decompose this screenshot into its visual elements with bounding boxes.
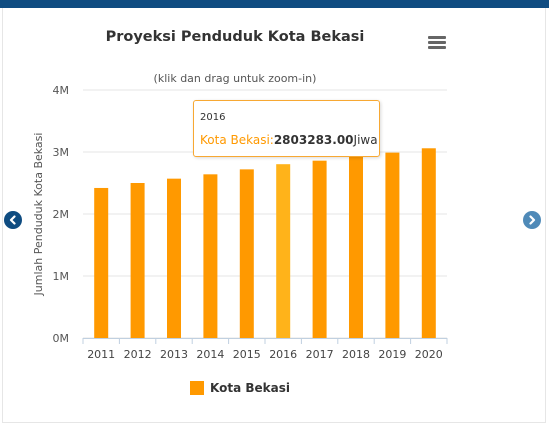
- y-tick-label: 1M: [53, 270, 70, 283]
- chart-menu-button[interactable]: [424, 34, 450, 54]
- x-tick-label: 2019: [378, 348, 406, 361]
- y-tick-label: 0M: [53, 332, 70, 345]
- next-slide-button[interactable]: [523, 211, 541, 229]
- x-tick-label: 2013: [160, 348, 188, 361]
- tooltip-value: 2803283.00: [273, 133, 354, 147]
- x-tick-label: 2020: [415, 348, 443, 361]
- bar-2018: [349, 156, 363, 338]
- chevron-right-icon: [529, 215, 536, 225]
- bar-2017: [312, 160, 327, 338]
- tooltip-header: 2016: [200, 112, 226, 123]
- y-tick-label: 3M: [53, 146, 70, 159]
- x-tick-label: 2014: [196, 348, 224, 361]
- chart-title: Proyeksi Penduduk Kota Bekasi: [105, 29, 365, 45]
- chart-subtitle: (klik dan drag untuk zoom-in): [153, 72, 317, 85]
- chevron-left-icon: [9, 215, 16, 225]
- bar-2019: [385, 152, 400, 338]
- chart-tooltip: 2016 Kota Bekasi:2803283.00Jiwa: [193, 100, 380, 157]
- x-tick-label: 2015: [233, 348, 261, 361]
- legend-label: Kota Bekasi: [210, 381, 290, 395]
- bar-2013: [167, 178, 181, 338]
- bar-2020: [421, 148, 436, 338]
- y-tick-label: 4M: [53, 84, 70, 97]
- x-tick-label: 2017: [306, 348, 334, 361]
- hamburger-menu-icon: [428, 36, 446, 39]
- x-tick-label: 2012: [124, 348, 152, 361]
- bar-2014: [203, 174, 218, 338]
- legend-swatch: [190, 381, 204, 395]
- tooltip-body: Kota Bekasi:2803283.00Jiwa: [200, 133, 378, 147]
- bar-2011: [94, 187, 109, 338]
- legend-item-kota-bekasi[interactable]: Kota Bekasi: [190, 381, 290, 395]
- bar-2016: [276, 164, 291, 338]
- chart-panel: [2, 8, 546, 423]
- x-tick-label: 2018: [342, 348, 370, 361]
- bar-2012: [130, 183, 145, 338]
- x-tick-label: 2011: [87, 348, 115, 361]
- x-tick-label: 2016: [269, 348, 297, 361]
- top-accent-bar: [0, 0, 549, 8]
- bar-2015: [239, 169, 254, 338]
- prev-slide-button[interactable]: [4, 211, 22, 229]
- y-tick-label: 2M: [53, 208, 70, 221]
- tooltip-unit: Jiwa: [353, 133, 378, 147]
- y-axis-title: Jumlah Penduduk Kota Bekasi: [32, 133, 45, 297]
- tooltip-series-label: Kota Bekasi:: [200, 133, 274, 147]
